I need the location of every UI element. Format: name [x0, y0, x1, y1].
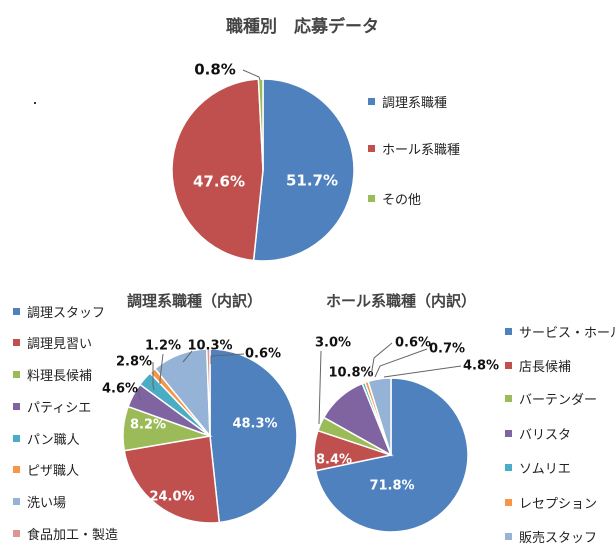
- legend-swatch: [13, 371, 20, 378]
- data-label: 0.6%: [245, 347, 281, 362]
- legend-item: ピザ職人: [13, 460, 79, 479]
- legend-item: 調理スタッフ: [13, 302, 105, 321]
- legend-item: 調理見習い: [13, 333, 92, 352]
- legend-swatch: [13, 466, 20, 473]
- legend-item: 販売スタッフ: [505, 527, 597, 546]
- kitchen-legend: 調理スタッフ 調理見習い料理長候補パティシエパン職人ピザ職人洗い場食品加工・製造: [13, 0, 128, 553]
- data-label: 71.8%: [369, 479, 414, 494]
- legend-label: 調理スタッフ: [27, 306, 106, 321]
- pie-slice: [257, 78, 264, 171]
- data-label: 24.0%: [149, 490, 194, 505]
- legend-item: 食品加工・製造: [13, 524, 118, 543]
- legend-swatch: [13, 530, 20, 537]
- legend-label: レセプション: [519, 497, 598, 512]
- legend-swatch: [505, 395, 512, 402]
- data-label: 0.6%: [395, 336, 431, 351]
- data-label: 2.8%: [116, 355, 152, 370]
- pie-slice: [367, 377, 392, 456]
- legend-swatch: [505, 499, 512, 506]
- leader-line: [370, 342, 393, 377]
- legend-swatch: [13, 498, 20, 505]
- hall-legend: サービス・ホール 店長候補バーテンダー バリスタソムリエレセプション 販売スタッフ: [505, 0, 616, 553]
- legend-label: パティシエ: [27, 401, 92, 416]
- main-legend: 調理系職種ホール系職種 その他: [368, 0, 488, 230]
- legend-swatch: [368, 145, 375, 152]
- data-label: 4.6%: [102, 382, 138, 397]
- data-label: 8.2%: [130, 418, 166, 433]
- legend-item: ソムリエ: [505, 458, 571, 477]
- legend-label: パン職人: [27, 433, 80, 448]
- hall-chart-title: ホール系職種（内訳）: [326, 292, 477, 310]
- data-label: 4.8%: [463, 359, 499, 374]
- legend-label: バリスタ: [519, 428, 572, 443]
- stray-dot: [34, 102, 36, 104]
- data-label: 47.6%: [193, 173, 245, 191]
- legend-swatch: [505, 430, 512, 437]
- data-label: 48.3%: [232, 417, 277, 432]
- legend-swatch: [505, 533, 512, 540]
- legend-label: ホール系職種: [382, 143, 461, 158]
- legend-item: バーテンダー: [505, 389, 597, 408]
- legend-item: パティシエ: [13, 397, 91, 416]
- pie-slice: [123, 435, 221, 524]
- data-label: 51.7%: [286, 172, 338, 190]
- legend-item: その他: [368, 189, 421, 208]
- legend-label: バーテンダー: [519, 393, 598, 408]
- data-label: 3.0%: [315, 336, 351, 351]
- legend-item: 調理系職種: [368, 92, 447, 111]
- data-label: 0.7%: [429, 342, 465, 357]
- legend-item: 料理長候補: [13, 365, 92, 384]
- legend-label: 食品加工・製造: [27, 528, 119, 543]
- legend-swatch: [13, 403, 20, 410]
- legend-item: レセプション: [505, 493, 597, 512]
- legend-swatch: [368, 195, 375, 202]
- leader-line: [374, 348, 428, 378]
- legend-item: バリスタ: [505, 424, 571, 443]
- leader-line: [210, 353, 245, 364]
- legend-swatch: [505, 464, 512, 471]
- legend-swatch: [13, 339, 20, 346]
- data-label: 10.3%: [187, 339, 232, 354]
- legend-swatch: [13, 435, 20, 442]
- pie-slice: [205, 348, 211, 437]
- kitchen-chart-title: 調理系職種（内訳）: [127, 292, 263, 310]
- legend-label: その他: [382, 193, 422, 208]
- leader-line: [159, 353, 164, 384]
- leader-line: [152, 362, 155, 391]
- legend-label: 店長候補: [519, 360, 572, 375]
- legend-swatch: [505, 328, 512, 335]
- legend-item: 洗い場: [13, 492, 66, 511]
- legend-label: ピザ職人: [27, 464, 80, 479]
- data-label: 10.8%: [328, 366, 373, 381]
- leader-line: [138, 389, 142, 402]
- legend-swatch: [505, 362, 512, 369]
- legend-item: ホール系職種: [368, 139, 460, 158]
- leader-line: [318, 350, 322, 425]
- legend-label: 販売スタッフ: [519, 531, 598, 546]
- pie-slice: [209, 348, 298, 524]
- legend-swatch: [368, 98, 375, 105]
- legend-label: サービス・ホール: [519, 326, 616, 341]
- data-label: 1.2%: [145, 339, 181, 354]
- leader-line: [182, 350, 193, 363]
- legend-label: 洗い場: [27, 496, 67, 511]
- main-chart-title: 職種別 応募データ: [226, 17, 379, 37]
- legend-label: 料理長候補: [27, 369, 93, 384]
- legend-swatch: [13, 308, 20, 315]
- data-label: 0.8%: [194, 61, 236, 79]
- legend-label: 調理系職種: [382, 96, 448, 111]
- legend-label: 調理見習い: [27, 337, 93, 352]
- legend-label: ソムリエ: [519, 462, 571, 477]
- legend-item: サービス・ホール: [505, 322, 616, 341]
- legend-item: パン職人: [13, 429, 80, 448]
- leader-line: [242, 69, 261, 81]
- data-label: 8.4%: [316, 453, 352, 468]
- leader-line: [383, 365, 462, 378]
- legend-item: 店長候補: [505, 356, 571, 375]
- pie-slice: [252, 78, 355, 262]
- pie-slice: [171, 78, 264, 262]
